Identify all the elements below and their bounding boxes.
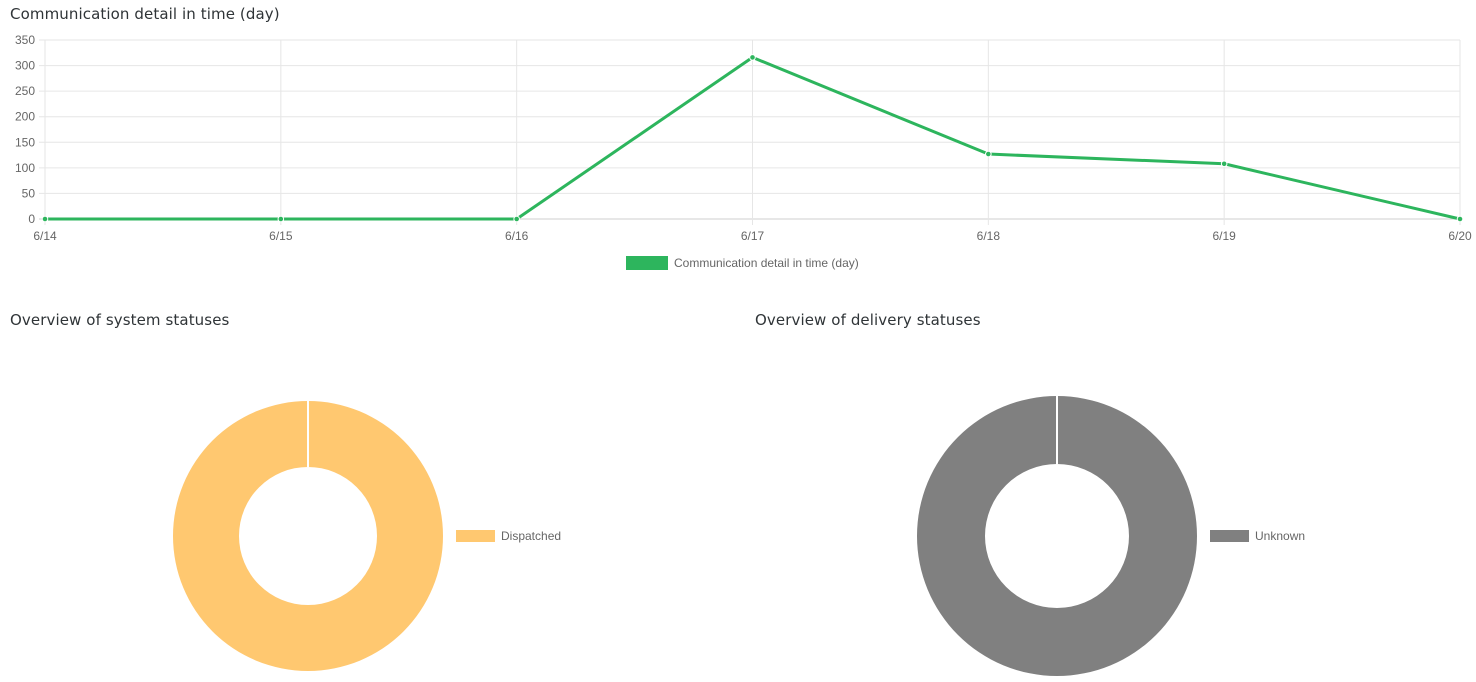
y-tick-label: 200 — [15, 110, 35, 124]
donut-slice[interactable] — [173, 401, 443, 671]
legend-label[interactable]: Communication detail in time (day) — [674, 256, 859, 270]
y-tick-label: 350 — [15, 33, 35, 47]
x-tick-label: 6/20 — [1448, 229, 1472, 243]
system-statuses-donut-chart: Dispatched — [173, 401, 561, 671]
legend-label[interactable]: Unknown — [1255, 529, 1305, 543]
data-point[interactable] — [985, 150, 992, 158]
y-tick-label: 0 — [28, 212, 35, 226]
x-tick-label: 6/15 — [269, 229, 293, 243]
line-chart: 0 50 100 150 200 250 300 350 6/14 6/15 6/16 6/17 6/1… — [15, 33, 1472, 270]
delivery-statuses-title: Overview of delivery statuses — [755, 311, 981, 329]
legend-swatch[interactable] — [1210, 530, 1249, 542]
y-tick-label: 250 — [15, 84, 35, 98]
y-tick-label: 50 — [22, 186, 36, 200]
x-tick-label: 6/14 — [33, 229, 57, 243]
x-tick-label: 6/18 — [977, 229, 1001, 243]
donut-slice[interactable] — [917, 396, 1197, 676]
data-point[interactable] — [749, 54, 756, 61]
x-tick-label: 6/17 — [741, 229, 765, 243]
y-tick-label: 150 — [15, 135, 35, 149]
y-tick-label: 300 — [15, 59, 35, 73]
data-point[interactable] — [1456, 215, 1464, 223]
data-point[interactable] — [277, 215, 285, 223]
legend-label[interactable]: Dispatched — [501, 529, 561, 543]
legend-swatch[interactable] — [456, 530, 495, 542]
data-point[interactable] — [1220, 160, 1228, 168]
x-tick-label: 6/16 — [505, 229, 529, 243]
y-tick-label: 100 — [15, 161, 35, 175]
system-statuses-title: Overview of system statuses — [10, 311, 230, 329]
x-tick-label: 6/19 — [1212, 229, 1236, 243]
line-chart-title: Communication detail in time (day) — [10, 5, 280, 23]
legend-swatch[interactable] — [626, 256, 668, 270]
data-point[interactable] — [513, 215, 520, 223]
data-point[interactable] — [41, 215, 49, 223]
